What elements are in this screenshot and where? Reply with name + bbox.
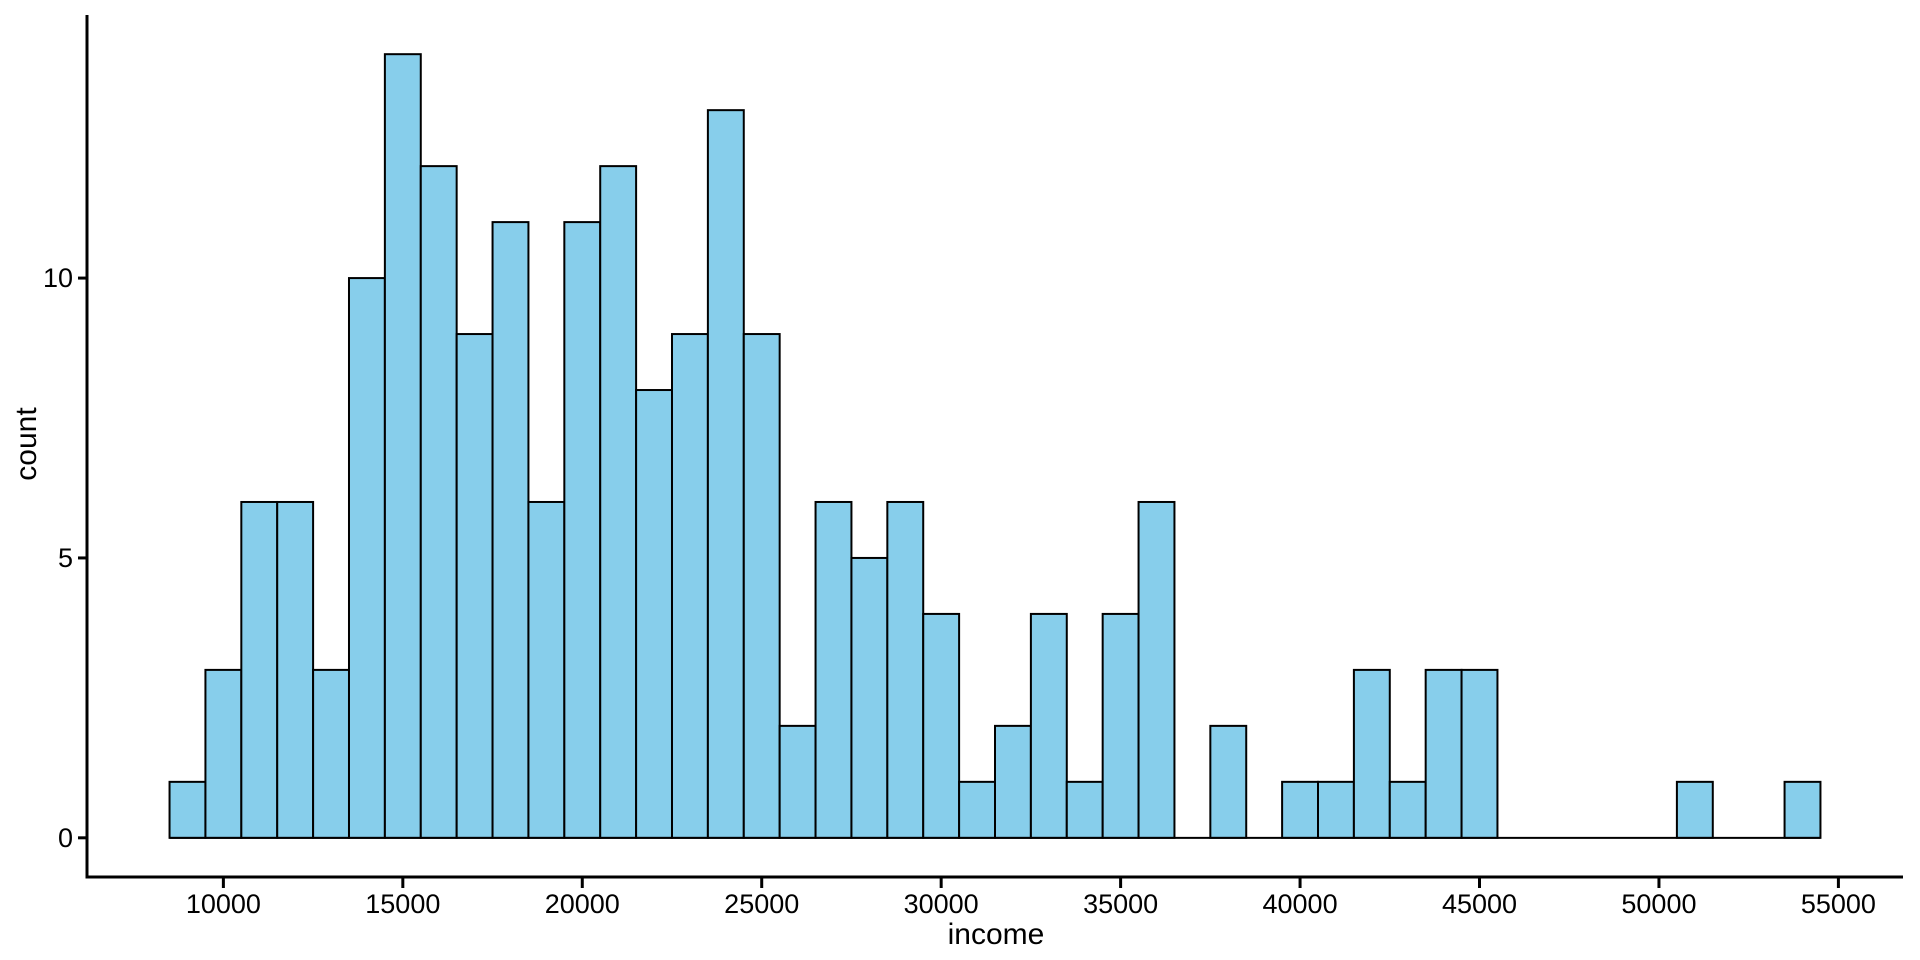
histogram-bar-27000 [814,500,853,839]
x-tick-label-35000: 35000 [1083,889,1158,919]
histogram-bar-40000 [1281,780,1320,839]
histogram-bar-20000 [563,221,602,839]
histogram-bar-54000 [1783,780,1822,839]
x-tick-label-40000: 40000 [1263,889,1338,919]
histogram-bar-12000 [276,500,315,839]
tick-marks [78,276,1840,888]
x-tick-label-55000: 55000 [1801,889,1876,919]
histogram-bar-43000 [1388,780,1427,839]
histogram-bar-25000 [742,333,781,839]
histogram-bar-29000 [886,500,925,839]
x-tick-label-30000: 30000 [904,889,979,919]
x-tick-label-10000: 10000 [186,889,261,919]
histogram-bar-42000 [1352,668,1391,839]
histogram-bar-19000 [527,500,566,839]
histogram-bar-31000 [958,780,996,839]
axes [85,15,1903,879]
x-axis-title: income [948,918,1045,951]
histogram-bar-30000 [922,612,961,839]
y-tick-label-0: 0 [58,823,73,853]
histogram-bar-36000 [1137,500,1176,839]
histogram-bar-9000 [168,780,207,839]
histogram-bar-24000 [706,109,745,839]
histogram-bar-17000 [455,333,494,839]
histogram-bar-22000 [635,389,673,839]
histogram-bar-13000 [312,668,350,839]
histogram-bar-51000 [1675,780,1714,839]
x-tick-label-50000: 50000 [1621,889,1696,919]
histogram-bar-41000 [1317,780,1355,839]
x-tick-label-20000: 20000 [545,889,620,919]
histogram-bar-26000 [778,724,817,839]
histogram-bar-34000 [1065,780,1104,839]
histogram-bar-23000 [670,333,709,839]
histogram-bar-35000 [1101,612,1140,839]
y-axis-title: count [10,407,43,481]
histogram-bar-33000 [1029,612,1068,839]
histogram-bars [168,53,1822,839]
histogram-bar-28000 [850,556,889,839]
x-tick-label-45000: 45000 [1442,889,1517,919]
histogram-bar-45000 [1460,668,1499,839]
histogram-bar-14000 [347,277,386,839]
x-tick-label-15000: 15000 [365,889,440,919]
histogram-bar-10000 [204,668,243,839]
y-tick-label-5: 5 [58,543,73,573]
tick-labels: 10000 15000 20000 25000 30000 35000 40000 45000… [43,263,1876,919]
histogram-bar-44000 [1424,668,1463,839]
x-tick-label-25000: 25000 [724,889,799,919]
histogram-bar-15000 [383,53,422,839]
histogram-bar-18000 [491,221,530,839]
histogram-bar-38000 [1209,724,1248,839]
histogram-bar-21000 [599,165,638,839]
histogram-bar-32000 [994,724,1032,839]
histogram-bar-11000 [240,500,279,839]
histogram-bar-16000 [419,165,458,839]
y-tick-label-10: 10 [43,263,73,293]
